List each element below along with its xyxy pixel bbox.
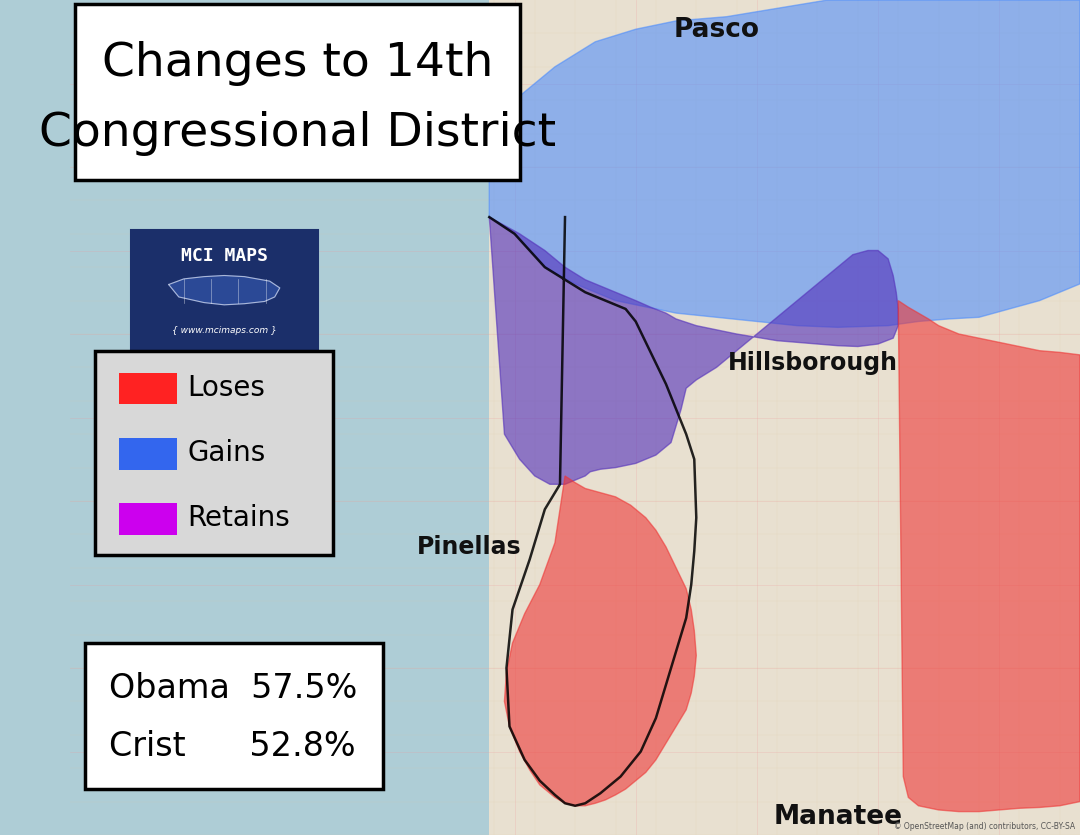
Polygon shape xyxy=(504,476,697,806)
Text: Pasco: Pasco xyxy=(674,17,759,43)
Text: Changes to 14th: Changes to 14th xyxy=(102,41,494,86)
FancyBboxPatch shape xyxy=(131,230,318,351)
FancyBboxPatch shape xyxy=(85,643,383,789)
Text: { www.mcimaps.com }: { www.mcimaps.com } xyxy=(172,326,276,335)
Text: Gains: Gains xyxy=(187,439,266,467)
Bar xyxy=(489,0,1080,835)
Text: Hillsborough: Hillsborough xyxy=(728,352,897,375)
Polygon shape xyxy=(168,276,280,305)
FancyBboxPatch shape xyxy=(76,4,519,180)
Text: Loses: Loses xyxy=(187,373,266,402)
Text: MCI MAPS: MCI MAPS xyxy=(180,247,268,266)
Polygon shape xyxy=(489,217,899,484)
Text: Obama  57.5%: Obama 57.5% xyxy=(109,672,357,705)
FancyBboxPatch shape xyxy=(119,438,177,469)
Bar xyxy=(70,0,489,835)
Polygon shape xyxy=(899,301,1080,812)
Text: Congressional District: Congressional District xyxy=(39,111,556,156)
FancyBboxPatch shape xyxy=(119,504,177,535)
Text: Crist      52.8%: Crist 52.8% xyxy=(109,730,355,763)
Polygon shape xyxy=(489,0,1080,327)
Text: Retains: Retains xyxy=(187,504,291,533)
FancyBboxPatch shape xyxy=(119,372,177,404)
Text: © OpenStreetMap (and) contributors, CC-BY-SA: © OpenStreetMap (and) contributors, CC-B… xyxy=(894,822,1075,831)
FancyBboxPatch shape xyxy=(95,351,333,555)
Text: Pinellas: Pinellas xyxy=(417,535,522,559)
Text: Manatee: Manatee xyxy=(773,803,902,830)
